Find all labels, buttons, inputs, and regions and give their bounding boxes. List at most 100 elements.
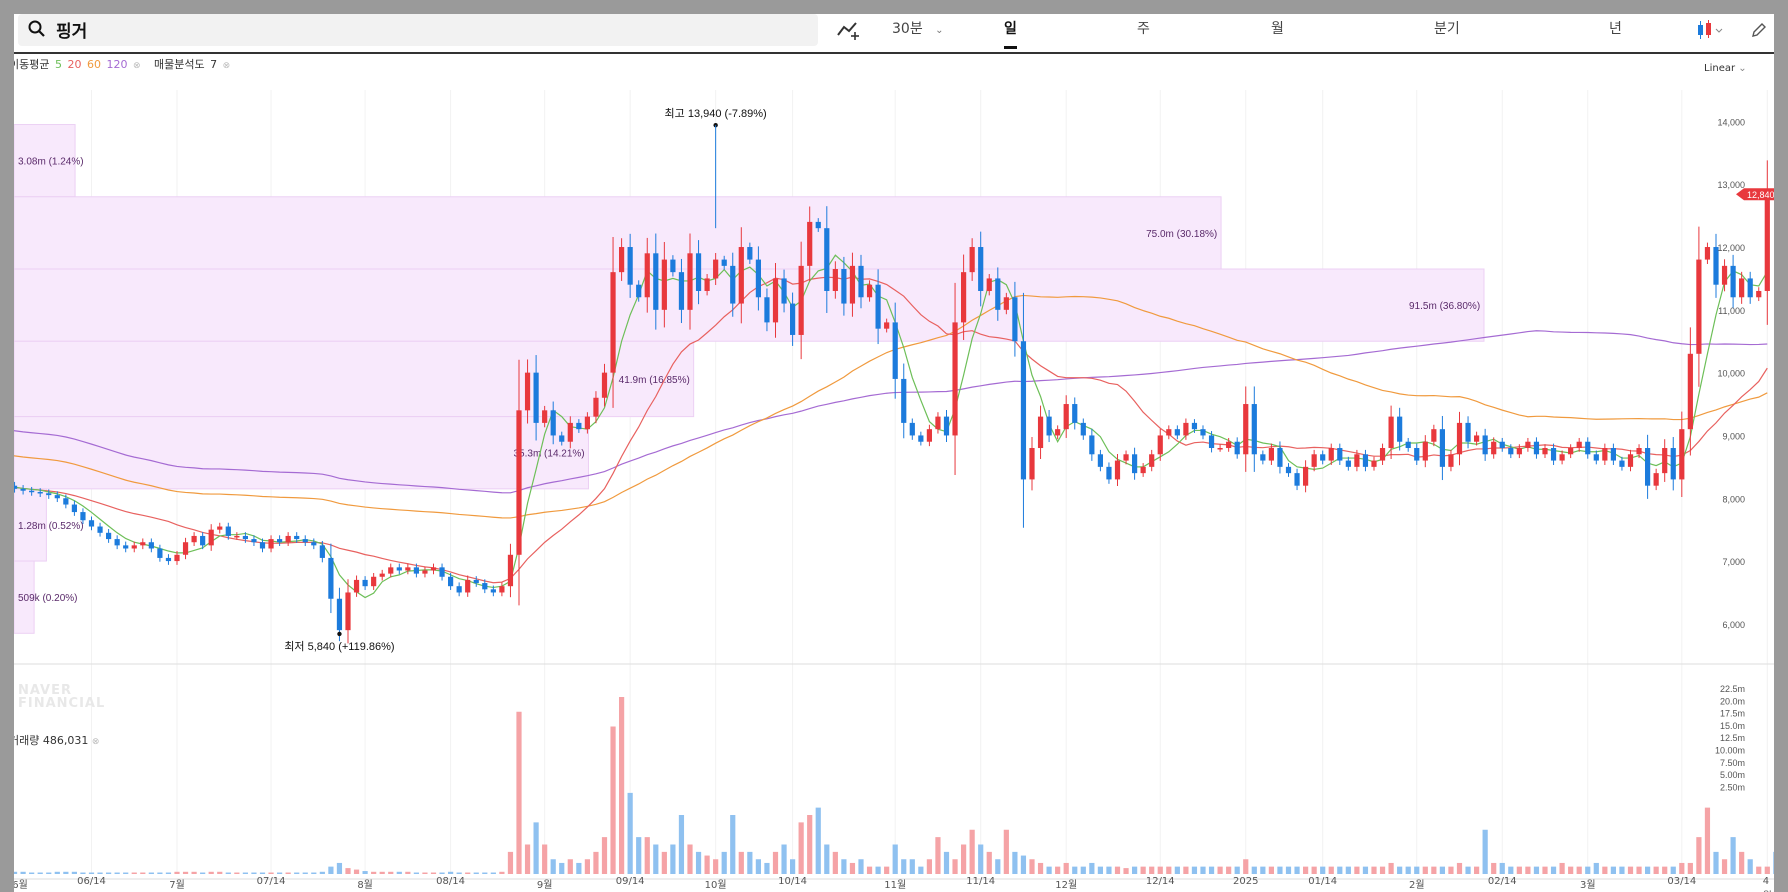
candle-body (362, 579, 368, 587)
volume-bar (1482, 829, 1488, 874)
volume-bar (1217, 866, 1223, 874)
candle-body (1645, 448, 1651, 486)
volume-value: 486,031 (42, 734, 89, 747)
candle-body (926, 429, 932, 442)
search-box[interactable]: 핑거 (18, 14, 818, 46)
volume-bar (1397, 866, 1403, 874)
candle-body (1602, 448, 1608, 461)
x-tick-label: 03/14 (1667, 876, 1697, 887)
x-tick-label: 9월 (536, 880, 553, 891)
candle-body (593, 397, 599, 417)
candle-body (866, 284, 873, 298)
candle-body (1183, 422, 1189, 436)
volume-bar (422, 872, 428, 874)
volume-bar (1379, 866, 1386, 874)
candle-body (1234, 441, 1240, 455)
volume-bar (781, 844, 787, 874)
volume-bar (294, 872, 300, 874)
tab-quarter[interactable]: 분기 (1434, 21, 1460, 37)
candle-body (208, 529, 214, 546)
y-tick-label: 8,000 (1722, 494, 1745, 504)
candle-body (542, 410, 548, 423)
candle-type-icon[interactable] (1694, 18, 1726, 42)
candle-body (1499, 441, 1505, 449)
tab-day[interactable]: 일 (1004, 16, 1017, 49)
candle-body (106, 532, 112, 540)
volume-bar (1337, 866, 1343, 874)
volume-bar (1721, 859, 1728, 874)
volume-bar (559, 862, 565, 874)
candle-body (80, 512, 86, 521)
volume-bar (1645, 866, 1651, 874)
volume-tick-label: 2.50m (1720, 782, 1745, 792)
volume-bar (516, 711, 522, 874)
x-tick-label: 08/14 (436, 876, 466, 887)
volume-bar (798, 822, 804, 874)
price-chart[interactable]: 3.08m (1.24%) 75.0m (30.18%) 91.5m (36.80%… (14, 54, 1774, 892)
ma120-value: 120 (106, 58, 128, 71)
y-tick-label: 12,000 (1717, 243, 1745, 253)
candle-body (345, 592, 351, 631)
ma5-value: 5 (54, 58, 62, 71)
drawing-tool-icon[interactable] (836, 19, 862, 41)
close-icon[interactable]: ⊗ (91, 737, 100, 747)
candle-body (1354, 454, 1360, 467)
volume-bar (772, 851, 779, 874)
ma20-value: 20 (67, 58, 82, 71)
edit-pencil-icon[interactable] (1750, 21, 1768, 39)
candle-body (242, 535, 248, 540)
candle-body (969, 247, 975, 273)
volume-bar (268, 872, 274, 874)
candle-body (456, 586, 462, 593)
x-tick-label: 02/14 (1487, 876, 1517, 887)
volume-bar (1764, 866, 1770, 874)
volume-bar (413, 872, 419, 874)
candle-body (841, 269, 847, 304)
tab-month[interactable]: 월 (1271, 21, 1284, 37)
interval-selector[interactable]: 30분 ⌄ (892, 16, 944, 46)
candle-body (405, 567, 411, 571)
candle-body (849, 265, 856, 304)
x-tick-label: 10월 (704, 880, 727, 891)
volume-bar (71, 871, 77, 874)
close-icon[interactable]: ⊗ (222, 61, 231, 71)
candle-body (858, 265, 864, 298)
volume-bar (909, 859, 915, 874)
candle-body (1653, 473, 1659, 486)
volume-bar (1388, 862, 1394, 874)
candle-body (1576, 441, 1582, 449)
candle-body (935, 416, 941, 430)
candle-body (54, 495, 60, 499)
volume-bar (678, 815, 685, 874)
volume-bar (995, 859, 1001, 874)
tab-week[interactable]: 주 (1137, 21, 1150, 37)
candle-body (1593, 454, 1599, 461)
tab-year[interactable]: 년 (1609, 21, 1622, 37)
volume-bar (114, 872, 120, 874)
volume-bar (584, 859, 590, 874)
candle-body (610, 272, 616, 373)
candle-body (311, 542, 317, 546)
candle-body (507, 554, 514, 587)
x-tick-label: 2월 (1408, 880, 1425, 891)
scale-type-label: Linear (1704, 63, 1736, 74)
volume-bar (345, 868, 351, 874)
candle-body (601, 372, 608, 398)
volume-bar (1542, 866, 1548, 874)
volume-profile-bar (14, 196, 1222, 270)
volume-bar (182, 871, 189, 874)
candle-body (1362, 454, 1369, 467)
volume-bar (790, 859, 796, 874)
close-icon[interactable]: ⊗ (132, 61, 141, 71)
candle-body (627, 247, 633, 285)
candle-body (200, 535, 206, 546)
scale-type-selector[interactable]: Linear ⌄ (1704, 63, 1747, 74)
search-icon (28, 20, 45, 37)
candle-body (798, 265, 804, 335)
volume-bar (507, 851, 514, 874)
candle-body (721, 259, 727, 266)
candle-body (388, 567, 394, 574)
volume-bar (884, 866, 890, 874)
volume-bar (225, 872, 231, 874)
candle-body (328, 557, 334, 599)
